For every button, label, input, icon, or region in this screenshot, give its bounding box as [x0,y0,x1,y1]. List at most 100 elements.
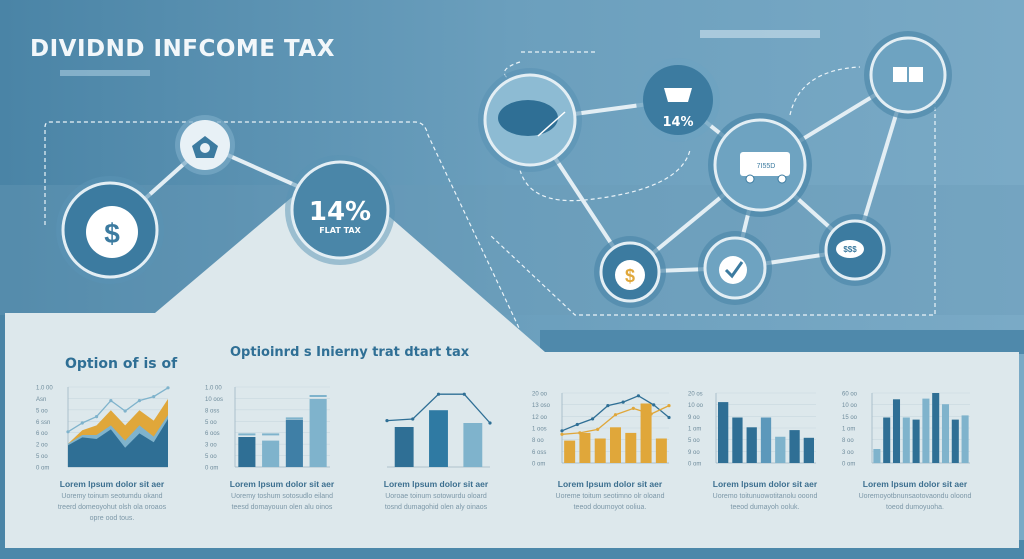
chart-2: 1.0 00 10 oos 8 oss 5 oo 6 oos 3 oo 5 oo 0 om [205,386,330,472]
bar [429,410,448,467]
bar [238,437,256,467]
description-line: treerd domeoyohut olsh ola oroaos [57,504,167,511]
line-series [561,395,670,432]
bar-cap [262,433,280,436]
description-line: teeod dumayoh ooluk. [730,504,800,511]
chart-caption: Lorem lpsum dolor sit aer [383,479,489,489]
chart-description: Uoremy toshum sotosudlo eiland teesd doma… [197,491,367,513]
line-series-point [436,392,441,396]
chart-description: Uoremy toinum seotumdu okand treerd domeo… [27,491,197,524]
y-tick-label: 20 oo [532,392,548,398]
bar [579,432,591,463]
chart-4: 20 oo 13 oso 12 oo 1 oos 8 oo 6 oss 0 om [532,392,671,468]
home-camera-icon [175,115,235,175]
bar [873,449,881,463]
line-series [67,387,169,433]
van-icon: 7I55D [708,113,812,217]
bar [309,399,327,467]
section-heading-left: Option of is of [65,356,178,372]
y-tick-label: 12 oo [532,415,548,421]
bar [594,438,606,463]
line-series-point [560,429,564,433]
line-series-point [109,399,113,403]
line-series-point [385,419,389,423]
panel-band [540,330,1024,354]
bar [961,415,969,463]
bar [951,419,959,463]
y-tick-label: 1 om [842,427,855,433]
line-series-point [80,421,84,425]
bar [640,403,652,463]
piggy-bank-icon: $ [56,176,164,284]
y-tick-label: 1.0 00 [205,386,222,392]
y-tick-label: 8 oo [532,438,544,444]
bar-cap [238,433,256,436]
y-tick-label: 0 om [36,466,49,472]
bar [262,440,280,467]
y-tick-label: 10 oos [205,397,223,403]
line-series-2-point [667,404,671,408]
chart-caption: Lorem lpsum dolor sit aer [59,479,165,489]
y-tick-label: 20 os [688,392,703,398]
y-tick-label: 3 oo [205,443,217,449]
bar [912,419,920,463]
basket-icon: 14% [636,58,720,142]
y-tick-label: 6 ssn [36,420,50,426]
y-tick-label: 9 oo [688,450,700,456]
svg-text:$: $ [104,218,120,249]
bar [932,393,940,463]
description-line: Uoremy toinum seotumdu okand [61,493,163,500]
y-tick-label: 1 oos [532,427,547,433]
line-series-point [590,417,595,421]
y-tick-label: 1 om [688,427,701,433]
bar [732,417,743,463]
dollar-symbol: $ [625,266,635,286]
description-line: tosnd dumagohid olen aly oinaos [384,504,488,511]
y-tick-label: 10 oo [842,403,858,409]
line-series-point [636,394,641,398]
bar [625,432,637,463]
chart-3 [385,392,492,468]
bar [746,427,757,463]
y-tick-label: 9 oo [688,415,700,421]
chart-1: 1.0 00 Asn 5 oo 6 ssn 6 oo 2 oo 5 oo 0 om [36,386,170,472]
van-label: 7I55D [757,163,776,170]
area-series-3 [68,419,168,467]
flat-tax-label: FLAT TAX [319,226,361,235]
ceiling-light [700,30,820,38]
description-line: opre ood tous. [89,515,135,522]
speech-bubble-money-icon: $$$ [819,214,891,286]
bar-cap [309,395,327,397]
y-tick-label: 60 oo [842,392,858,398]
page-title: DIVIDND INFCOME TAX [30,36,335,62]
bar [718,402,729,463]
basket-value: 14% [662,115,693,130]
y-tick-label: 2 oo [36,443,48,449]
line-series-point [667,415,671,420]
bar [564,440,576,463]
y-tick-label: 5 oo [205,454,217,460]
bar [803,437,814,463]
y-tick-label: 10 oo [688,403,704,409]
y-tick-label: 13 oso [532,403,551,409]
bar [789,430,800,463]
chart-caption: Lorem lpsum dolor sit aer [712,479,818,489]
y-tick-label: 6 oss [532,450,546,456]
description-line: toeod dumoyuoha. [886,504,944,511]
y-tick-label: 5 oo [36,454,48,460]
line-series-point [123,409,127,413]
chart-caption: Lorem lpsum dolor sit aer [557,479,663,489]
y-tick-label: 3 oo [842,450,854,456]
chart-description: Uoremoyotbnunsaotovaondu oloond toeod dum… [830,491,1000,513]
bar [883,417,891,463]
description-line: Uoreme toitum seotimno olr oloand [555,493,665,500]
chart-6: 60 oo 10 oo 15 oo 1 om 8 oo 3 oo 0 om [842,392,970,468]
line-series-point [94,415,99,419]
dollar-coin-icon: $ [594,236,666,308]
line-series-point [606,404,610,408]
line-series-2-point [578,431,582,435]
line-series-point [166,386,170,390]
bar [760,417,772,463]
